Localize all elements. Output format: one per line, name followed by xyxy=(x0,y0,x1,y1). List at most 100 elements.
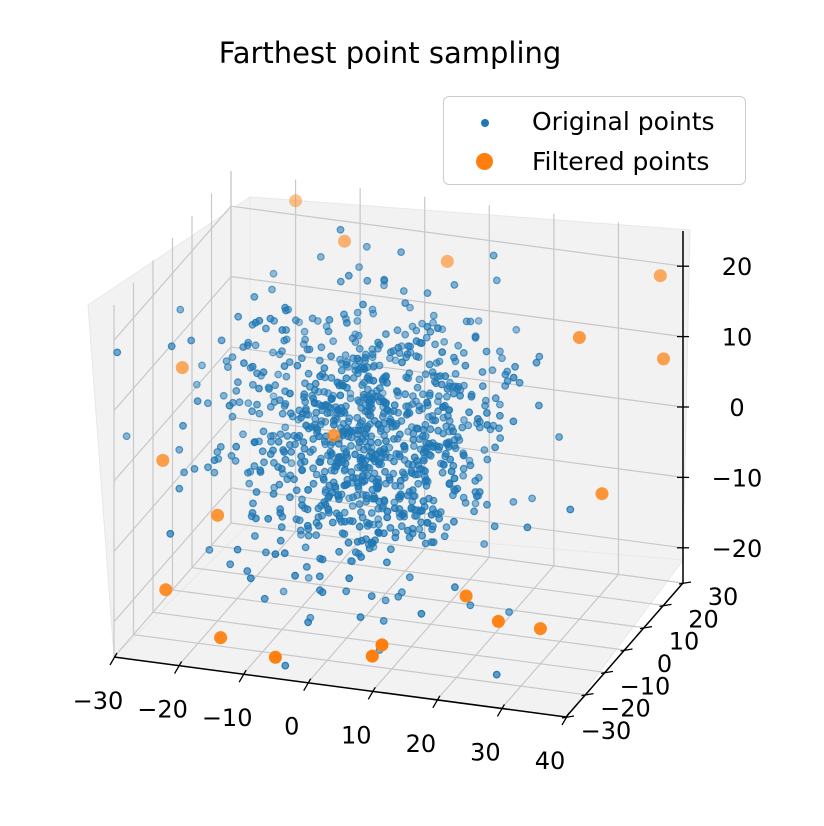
x-tick-label: −20 xyxy=(137,696,188,724)
original-point xyxy=(394,343,403,352)
original-point xyxy=(180,468,189,477)
original-point xyxy=(348,557,356,566)
original-point xyxy=(248,509,257,517)
original-point xyxy=(348,334,357,343)
original-point xyxy=(429,311,438,320)
original-point xyxy=(399,287,408,295)
original-point xyxy=(277,465,286,473)
original-point xyxy=(449,491,457,500)
original-point xyxy=(243,468,252,477)
original-point xyxy=(166,529,175,538)
original-point xyxy=(404,342,413,351)
original-point xyxy=(381,467,389,476)
original-point xyxy=(327,374,336,382)
original-point xyxy=(451,583,459,592)
original-point xyxy=(319,475,328,484)
original-point xyxy=(357,553,366,561)
original-point xyxy=(310,398,319,407)
original-point xyxy=(471,477,480,485)
original-point xyxy=(342,448,351,457)
original-point xyxy=(387,545,395,554)
original-point xyxy=(413,383,422,392)
original-point xyxy=(372,478,381,486)
original-point xyxy=(481,401,490,410)
original-point xyxy=(425,391,434,400)
original-point xyxy=(434,324,442,333)
original-point xyxy=(345,414,354,423)
original-point xyxy=(478,368,487,376)
original-point xyxy=(351,450,360,459)
original-point xyxy=(342,360,351,369)
original-point xyxy=(210,456,219,465)
original-point xyxy=(303,505,312,514)
original-point xyxy=(483,409,491,417)
original-point xyxy=(300,390,309,399)
original-point xyxy=(355,438,364,447)
original-point xyxy=(232,387,241,395)
original-point xyxy=(415,375,424,384)
original-point xyxy=(390,401,399,410)
y-tick-label: 0 xyxy=(657,650,672,678)
original-point xyxy=(234,312,243,321)
original-point xyxy=(326,448,335,456)
gridline-z-back xyxy=(230,205,684,267)
original-point xyxy=(451,370,460,378)
original-point xyxy=(361,429,369,438)
original-point xyxy=(325,316,334,324)
axis-lines xyxy=(109,231,692,726)
original-point xyxy=(438,468,447,477)
original-point xyxy=(313,426,322,434)
filtered-point xyxy=(156,453,170,467)
original-point xyxy=(402,410,411,419)
original-point xyxy=(204,463,212,472)
original-point xyxy=(467,392,476,401)
original-point xyxy=(245,479,254,488)
original-point xyxy=(251,514,260,523)
original-point xyxy=(339,427,348,436)
original-point xyxy=(304,618,313,627)
original-point xyxy=(248,407,257,416)
original-point xyxy=(459,451,468,460)
original-point xyxy=(276,536,285,545)
original-point xyxy=(412,352,421,361)
original-point xyxy=(402,402,411,411)
z-tick-label: 20 xyxy=(722,253,753,281)
original-point xyxy=(361,407,370,416)
original-point xyxy=(418,506,426,515)
original-point xyxy=(383,513,392,522)
original-point xyxy=(426,451,435,460)
original-point xyxy=(283,475,292,484)
original-point xyxy=(400,442,409,451)
original-point xyxy=(401,390,410,399)
original-point xyxy=(369,454,378,463)
original-point xyxy=(291,316,300,325)
original-point xyxy=(304,531,313,540)
original-point xyxy=(461,361,470,370)
original-point xyxy=(449,389,458,398)
original-point xyxy=(423,322,432,331)
z-tick-label: 10 xyxy=(722,324,753,352)
original-point xyxy=(250,293,259,301)
gridline-z-back xyxy=(230,487,684,549)
original-point xyxy=(385,476,394,484)
original-point xyxy=(316,458,325,467)
original-point xyxy=(328,518,337,527)
original-point xyxy=(423,398,432,407)
original-point xyxy=(515,378,524,387)
original-point xyxy=(341,351,350,360)
original-point xyxy=(280,549,289,558)
original-point xyxy=(445,480,454,489)
original-point xyxy=(498,354,506,363)
filtered-point xyxy=(338,234,351,248)
original-point xyxy=(442,439,451,448)
original-point xyxy=(279,587,288,596)
z-tick-label: −10 xyxy=(712,464,763,492)
original-point xyxy=(269,348,277,357)
original-point xyxy=(386,524,395,532)
original-point xyxy=(509,373,518,382)
original-point xyxy=(471,499,480,508)
original-point xyxy=(205,546,214,554)
y-tick-mark xyxy=(620,648,633,652)
original-point xyxy=(281,661,290,670)
original-point xyxy=(391,481,400,490)
